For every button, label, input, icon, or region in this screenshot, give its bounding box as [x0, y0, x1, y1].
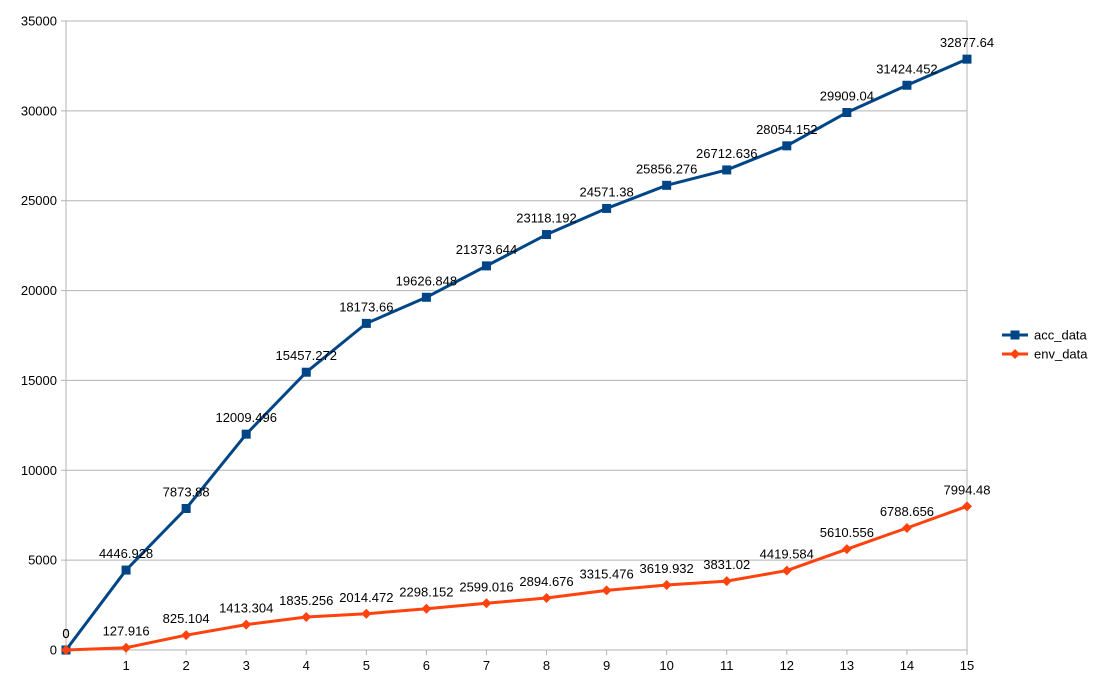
y-tick-label: 30000	[21, 103, 57, 118]
acc_data-data-label: 25856.276	[636, 161, 697, 176]
data-labels: 0 4446.928 7873.88 12009.496 15457.272 18173.…	[62, 35, 994, 641]
acc_data-data-label: 7873.88	[163, 484, 210, 499]
x-tick-label: 3	[243, 658, 250, 673]
x-tick-label: 15	[960, 658, 974, 673]
legend-label-acc_data: acc_data	[1034, 328, 1088, 343]
env_data-point	[781, 565, 792, 576]
env_data-data-label: 3315.476	[579, 566, 633, 581]
env_data-point	[481, 598, 492, 609]
acc_data-data-label: 0	[62, 626, 69, 641]
acc_data-point	[542, 230, 552, 240]
x-tick-label: 11	[720, 658, 734, 673]
gridlines	[61, 20, 967, 651]
env_data-point	[901, 522, 912, 533]
y-tick-label: 5000	[28, 553, 57, 568]
env_data-point	[661, 579, 672, 590]
env_data-data-label: 2298.152	[399, 585, 453, 600]
x-tick-label: 6	[423, 658, 430, 673]
env_data-data-label: 3619.932	[640, 561, 694, 576]
env_data-data-label: 2014.472	[339, 590, 393, 605]
acc_data-data-label: 21373.644	[456, 242, 517, 257]
x-tick-label: 4	[303, 658, 310, 673]
x-tick-label: 12	[780, 658, 794, 673]
acc_data-point	[361, 318, 371, 328]
acc_data-data-label: 31424.452	[876, 61, 937, 76]
env_data-point	[181, 630, 192, 641]
x-tick-label: 13	[840, 658, 854, 673]
env_data-point	[601, 585, 612, 596]
acc_data-data-label: 12009.496	[215, 410, 276, 425]
env_data-point	[61, 645, 71, 655]
y-tick-label: 20000	[21, 283, 57, 298]
env_data-data-label: 825.104	[163, 611, 210, 626]
legend-marker-env_data	[1010, 349, 1020, 359]
env_data-point	[301, 612, 312, 623]
acc_data-point	[662, 180, 672, 190]
env_data-point	[121, 642, 132, 653]
env_data-data-label: 4419.584	[760, 547, 814, 562]
x-tick-label: 14	[900, 658, 914, 673]
env_data-data-label: 1413.304	[219, 601, 273, 616]
env_data-point	[241, 619, 252, 630]
acc_data-data-label: 18173.66	[339, 299, 393, 314]
x-tick-label: 5	[363, 658, 370, 673]
acc_data-point	[722, 165, 732, 175]
legend-marker-acc_data	[1010, 330, 1020, 340]
env_data-point	[721, 576, 732, 587]
env_data-data-label: 3831.02	[703, 557, 750, 572]
env_data-point	[541, 592, 552, 603]
acc_data-data-label: 28054.152	[756, 122, 817, 137]
series-group	[61, 54, 972, 655]
env_data-data-label: 2599.016	[459, 579, 513, 594]
legend[interactable]: acc_data env_data	[1002, 328, 1088, 362]
env_data-data-label: 127.916	[103, 624, 150, 639]
x-tick-label: 1	[122, 658, 129, 673]
env_data-point	[361, 608, 372, 619]
env_data-point	[841, 544, 852, 555]
env_data-point	[962, 501, 972, 512]
x-tick-label: 7	[483, 658, 490, 673]
acc_data-data-label: 4446.928	[99, 546, 153, 561]
y-tick-label: 0	[50, 643, 57, 658]
acc_data-point	[481, 261, 491, 271]
acc_data-point	[121, 565, 131, 575]
y-tick-label: 15000	[21, 373, 57, 388]
env_data-data-label: 2894.676	[519, 574, 573, 589]
x-tick-label: 9	[603, 658, 610, 673]
acc_data-point	[902, 80, 912, 90]
env_data-line	[65, 504, 968, 652]
acc_data-point	[301, 367, 311, 377]
y-tick-label: 25000	[21, 193, 57, 208]
x-tick-label: 2	[183, 658, 190, 673]
acc_data-data-label: 23118.192	[516, 211, 577, 226]
legend-label-env_data: env_data	[1034, 347, 1088, 362]
env_data-data-label: 7994.48	[944, 482, 991, 497]
acc_data-point	[241, 429, 251, 439]
acc_data-point	[181, 503, 191, 513]
acc_data-point	[782, 141, 792, 151]
acc_data-point	[842, 107, 852, 117]
acc_data-data-label: 15457.272	[276, 348, 337, 363]
acc_data-data-label: 29909.04	[820, 88, 874, 103]
env_data-data-label: 1835.256	[279, 593, 333, 608]
env_data-data-label: 0	[62, 626, 69, 641]
acc_data-point	[421, 292, 431, 302]
x-tick-label: 8	[543, 658, 550, 673]
env_data-data-label: 5610.556	[820, 525, 874, 540]
acc_data-line	[64, 57, 968, 651]
y-tick-label: 35000	[21, 14, 57, 29]
x-tick-label: 10	[659, 658, 673, 673]
acc_data-point	[962, 54, 972, 64]
env_data-point	[421, 603, 432, 614]
acc_data-data-label: 19626.848	[396, 273, 457, 288]
y-tick-label: 10000	[21, 463, 57, 478]
acc_data-data-label: 32877.64	[940, 35, 994, 50]
env_data-data-label: 6788.656	[880, 504, 934, 519]
acc_data-data-label: 26712.636	[696, 146, 757, 161]
acc_data-point	[602, 203, 612, 213]
acc_data-data-label: 24571.38	[579, 184, 633, 199]
